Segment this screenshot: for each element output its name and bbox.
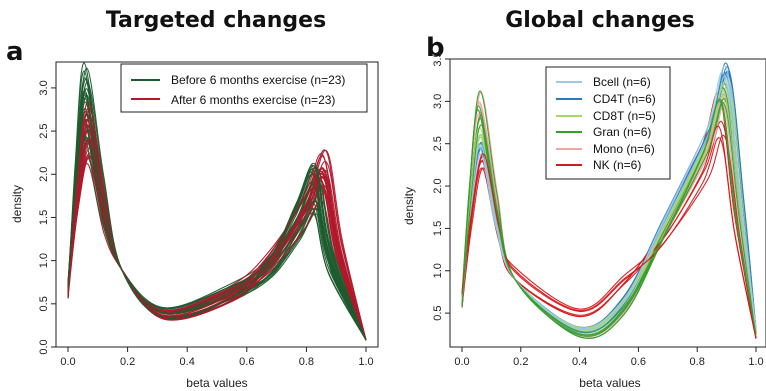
x-tick-label: 0.2	[513, 356, 528, 368]
panel-b-plot-frame	[449, 58, 766, 348]
legend-label-before: Before 6 months exercise (n=23)	[171, 73, 345, 87]
panel-a-ylabel: density	[10, 185, 24, 223]
x-tick-label: 0.0	[454, 356, 469, 368]
y-tick-label: 2.5	[432, 136, 444, 151]
panel-b-legend: Bcell (n=6) CD4T (n=6) CD8T (n=5) Gran (…	[545, 66, 671, 180]
density-curve-after	[67, 139, 367, 341]
y-tick-label: 1.0	[38, 253, 50, 268]
panel-b-letter: b	[426, 33, 445, 63]
panel-b-ylabel: density	[402, 187, 416, 225]
x-tick-label: 1.0	[358, 356, 373, 368]
panel-a-xlabel: beta values	[186, 376, 247, 390]
density-curve-nk	[461, 134, 757, 339]
panel-b-xlabel: beta values	[579, 376, 640, 390]
panel-a-legend-box	[120, 63, 368, 113]
y-tick-label: 2.0	[432, 178, 444, 193]
x-tick-label: 0.8	[690, 356, 705, 368]
panel-b-title: Global changes	[505, 8, 694, 33]
density-curve-gran	[461, 98, 757, 336]
density-curve-nk	[461, 137, 757, 339]
legend-label-cd8t: CD8T (n=5)	[593, 109, 656, 123]
panel-a-plot-frame	[55, 61, 379, 348]
density-curve-after	[67, 101, 367, 341]
panel-a-legend: Before 6 months exercise (n=23) After 6 …	[120, 63, 368, 113]
panel-b-legend-box	[545, 66, 671, 180]
y-tick-label: 1.5	[432, 221, 444, 236]
panel-b: Global changes b density beta values 0.0…	[402, 8, 766, 390]
density-curve-before	[67, 81, 367, 341]
panel-a-curves	[67, 62, 367, 341]
x-tick-label: 1.0	[748, 356, 763, 368]
x-tick-label: 0.8	[299, 356, 314, 368]
density-curve-before	[67, 70, 367, 341]
y-tick-label: 2.5	[38, 123, 50, 138]
legend-label-nk: NK (n=6)	[593, 158, 641, 172]
density-curve-after	[67, 119, 367, 341]
panel-b-curves	[461, 62, 757, 339]
x-tick-label: 0.4	[572, 356, 587, 368]
density-curve-bcell	[461, 75, 757, 332]
y-tick-label: 0.5	[432, 305, 444, 320]
density-curve-after	[67, 111, 367, 341]
y-tick-label: 3.0	[38, 80, 50, 95]
density-curve-after	[67, 163, 367, 341]
x-tick-label: 0.4	[180, 356, 195, 368]
density-curve-gran	[461, 101, 757, 335]
y-tick-label: 0.0	[38, 339, 50, 354]
y-tick-label: 1.5	[38, 210, 50, 225]
density-curve-after	[67, 107, 367, 341]
x-tick-label: 0.2	[120, 356, 135, 368]
legend-label-bcell: Bcell (n=6)	[593, 75, 651, 89]
legend-label-mono: Mono (n=6)	[593, 142, 655, 156]
legend-label-after: After 6 months exercise (n=23)	[171, 93, 335, 107]
panel-a-letter: a	[6, 37, 24, 67]
x-tick-label: 0.0	[60, 356, 75, 368]
legend-label-cd4t: CD4T (n=6)	[593, 92, 656, 106]
legend-label-gran: Gran (n=6)	[593, 125, 651, 139]
y-tick-label: 1.0	[432, 263, 444, 278]
panel-a-ticks: 0.0 0.2 0.4 0.6 0.8 1.0 0.0 0.5 1.0 1.5 2.0 2.5 3.0	[38, 80, 374, 368]
y-tick-label: 3.5	[432, 51, 444, 66]
y-tick-label: 0.5	[38, 296, 50, 311]
y-tick-label: 2.0	[38, 167, 50, 182]
panel-a: Targeted changes a density beta values 0…	[6, 8, 379, 390]
y-tick-label: 3.0	[432, 94, 444, 109]
density-curve-bcell	[461, 71, 757, 331]
x-tick-label: 0.6	[239, 356, 254, 368]
panel-a-title: Targeted changes	[106, 8, 326, 33]
panel-b-ticks: 0.0 0.2 0.4 0.6 0.8 1.0 0.5 1.0 1.5 2.0 2.5 3.0 3.5	[432, 51, 764, 368]
x-tick-label: 0.6	[631, 356, 646, 368]
